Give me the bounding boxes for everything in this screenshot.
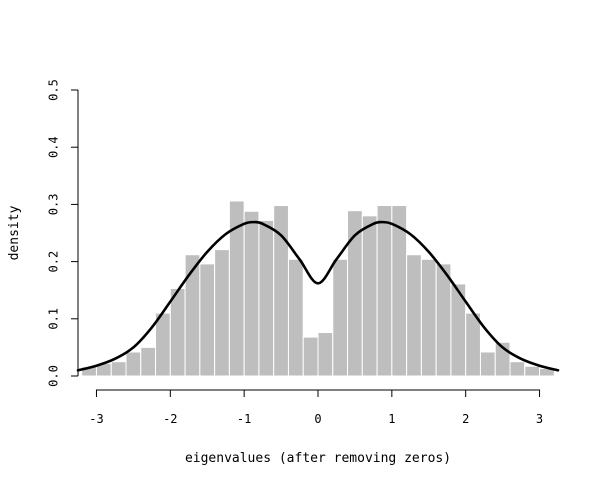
histogram-bar-7 [169,287,186,377]
x-axis-label: eigenvalues (after removing zeros) [185,451,451,466]
x-axis-ticks: -3 -2 -1 0 1 2 3 [89,390,543,426]
histogram-bar-17 [317,332,334,377]
histogram-bars [81,200,555,377]
y-tick-label: 0.0 [47,365,61,387]
y-tick-label: 0.2 [47,251,61,273]
histogram-bar-8 [184,254,201,377]
y-axis-label: density [7,205,22,260]
histogram-bar-15 [287,258,304,377]
y-axis-ticks: 0.0 0.1 0.2 0.3 0.4 0.5 [47,79,78,387]
histogram-bar-13 [258,219,275,377]
density-curve [76,220,560,372]
histogram-bar-30 [509,361,526,377]
histogram-bar-21 [376,205,393,377]
histogram-bar-5 [140,346,157,377]
histogram-bar-18 [332,258,349,377]
y-tick-label: 0.1 [47,308,61,330]
histogram-bar-12 [243,210,260,377]
x-tick-label: 3 [536,412,543,426]
histogram-bar-6 [155,312,171,377]
histogram-bar-9 [199,263,216,377]
histogram-bar-10 [214,249,230,377]
histogram-bar-27 [465,312,481,377]
histogram-bar-31 [524,365,541,377]
histogram-bar-3 [110,361,127,377]
y-tick-label: 0.3 [47,194,61,216]
histogram-bar-16 [302,336,319,377]
x-tick-label: -1 [237,412,251,426]
y-tick-label: 0.5 [47,79,61,101]
x-tick-label: -2 [163,412,177,426]
x-tick-label: -3 [89,412,103,426]
x-tick-label: 0 [314,412,321,426]
histogram-bar-23 [406,254,422,377]
histogram-bar-4 [125,351,142,377]
histogram-bar-20 [361,215,378,377]
histogram-bar-28 [479,351,496,377]
x-tick-label: 2 [462,412,469,426]
y-tick-label: 0.4 [47,136,61,158]
histogram-bar-24 [420,258,437,377]
histogram-bar-25 [435,263,452,377]
x-tick-label: 1 [388,412,395,426]
